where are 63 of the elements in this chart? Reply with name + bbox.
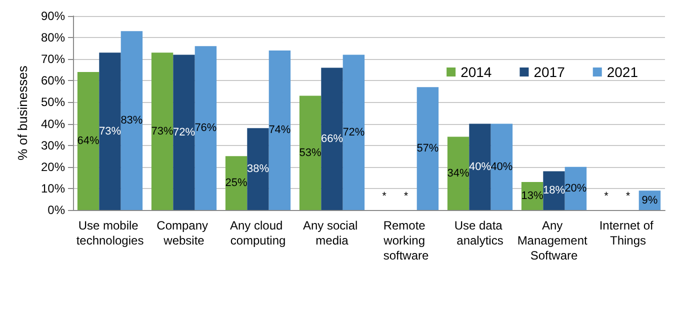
bar [99,52,121,210]
y-tick-label: 20% [40,160,66,174]
bar [416,87,439,210]
y-tick-label: 0% [48,203,66,217]
bar [151,52,174,210]
y-tick-label: 90% [40,9,66,23]
bar [469,124,491,210]
data-label: 66% [320,132,344,145]
text: * [382,190,386,202]
y-tick-label: 70% [40,52,66,66]
bar [173,54,195,210]
data-label: 40% [490,160,513,173]
data-label: 20% [564,182,587,194]
bar [268,50,291,210]
data-label: 73% [151,125,174,138]
data-label: 53% [299,146,322,159]
x-tick-label: Company website [156,218,212,248]
data-label: 13% [521,190,544,202]
data-label: 64% [77,135,100,148]
data-label: 83% [120,114,143,127]
bar [447,136,470,210]
y-tick-label: 50% [40,95,66,110]
text: * [404,190,408,202]
data-label: 76% [194,122,217,134]
x-tick-label: Use data analytics [454,218,506,248]
bar [194,46,217,210]
data-label: 9% [642,194,658,206]
data-label: 34% [447,167,470,180]
x-tick-label: Any cloud computing [230,218,286,248]
x-tick-label: Use mobile technologies [76,218,144,248]
data-label: 18% [542,184,566,197]
x-tick-label: Any social media [302,218,362,248]
data-label: 38% [246,163,270,176]
data-label: 72% [342,126,365,138]
data-label: 40% [468,160,492,173]
y-tick-label: 40% [40,116,66,131]
y-axis-title: % of businesses [15,65,30,160]
legend-label: 2021 [606,64,638,80]
bar [543,171,565,210]
data-label: 57% [416,142,439,155]
data-label: 74% [268,124,291,136]
legend-label: 2017 [534,64,566,80]
bar [299,96,322,210]
text: * [604,190,608,202]
x-tick-label: Remote working software [382,218,429,262]
y-tick-label: 30% [40,138,66,152]
bar [225,156,248,210]
y-tick-label: 80% [40,30,66,45]
data-label: 72% [172,126,196,138]
x-tick-label: Internet of Things [599,218,657,248]
data-label: 73% [98,125,122,138]
y-tick-label: 60% [40,74,66,88]
bar [490,124,513,210]
bar [120,31,143,210]
bar [77,72,100,210]
text: * [626,190,630,202]
bar [342,54,365,210]
x-tick-label: Any Management Software [517,218,591,262]
legend-label: 2014 [460,64,492,80]
data-label: 25% [225,177,248,190]
y-tick-label: 10% [40,181,66,196]
bar [321,68,343,210]
bar [247,128,269,210]
